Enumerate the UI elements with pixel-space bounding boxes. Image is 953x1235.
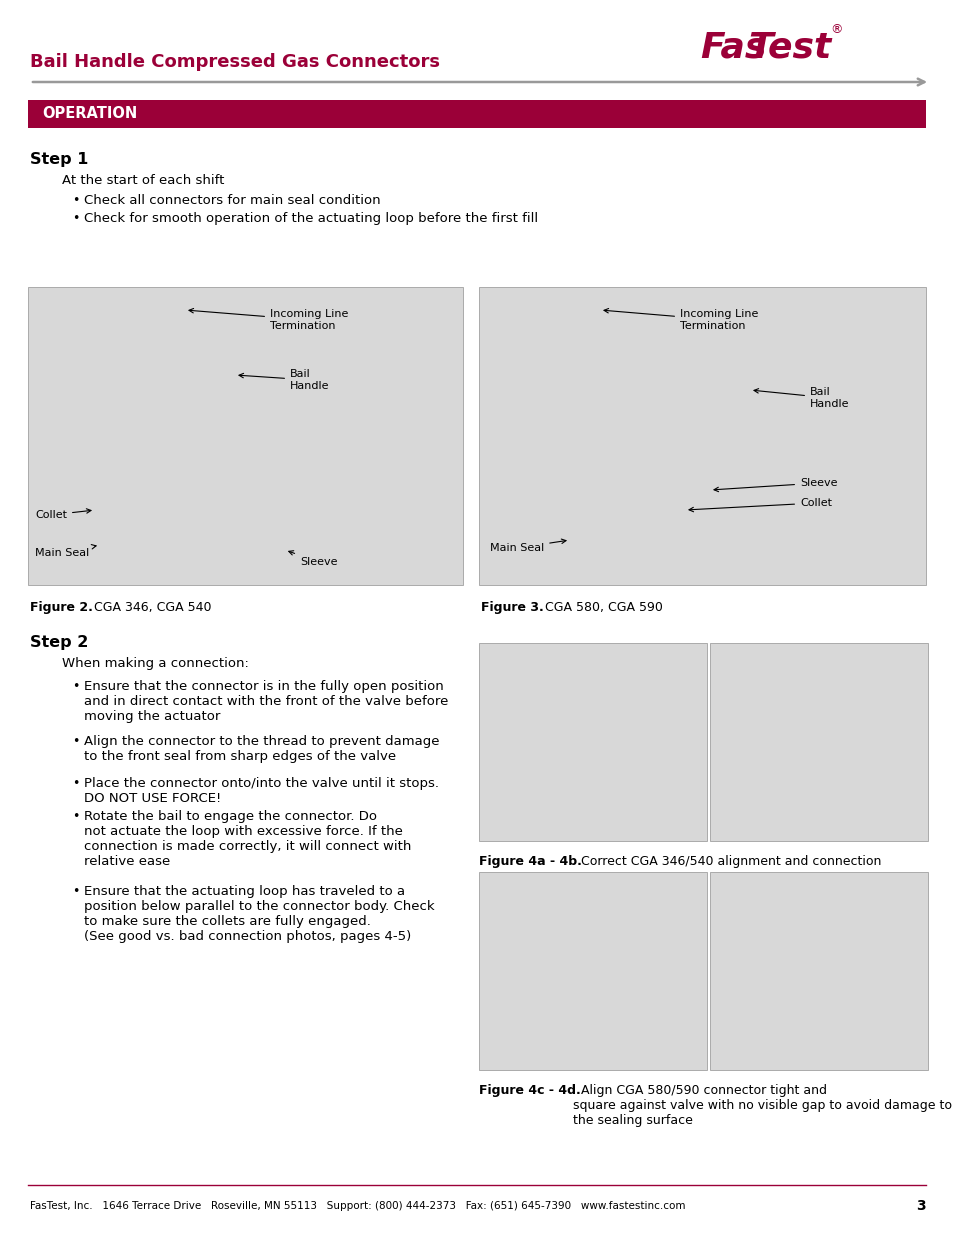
Text: •: • <box>71 680 79 693</box>
Text: •: • <box>71 735 79 748</box>
Text: •: • <box>71 212 79 225</box>
Text: Figure 2.: Figure 2. <box>30 601 92 614</box>
Text: Sleeve: Sleeve <box>289 551 337 567</box>
Text: Figure 3.: Figure 3. <box>480 601 543 614</box>
Text: •: • <box>71 194 79 207</box>
Text: 3: 3 <box>916 1199 925 1213</box>
Text: Step 1: Step 1 <box>30 152 89 167</box>
Text: Main Seal: Main Seal <box>490 538 565 553</box>
Text: OPERATION: OPERATION <box>42 106 137 121</box>
Text: Check all connectors for main seal condition: Check all connectors for main seal condi… <box>84 194 380 207</box>
Text: Sleeve: Sleeve <box>713 478 837 492</box>
Text: Figure 4c - 4d.: Figure 4c - 4d. <box>478 1084 580 1097</box>
Text: Place the connector onto/into the valve until it stops.
DO NOT USE FORCE!: Place the connector onto/into the valve … <box>84 777 438 805</box>
Text: Bail
Handle: Bail Handle <box>753 388 848 409</box>
Text: When making a connection:: When making a connection: <box>62 657 249 671</box>
Text: Align the connector to the thread to prevent damage
to the front seal from sharp: Align the connector to the thread to pre… <box>84 735 439 763</box>
Text: Main Seal: Main Seal <box>35 545 96 558</box>
Text: Step 2: Step 2 <box>30 635 89 650</box>
Text: Incoming Line
Termination: Incoming Line Termination <box>603 309 758 331</box>
Bar <box>28 100 925 128</box>
Text: Test: Test <box>747 31 830 65</box>
Text: Figure 4a - 4b.: Figure 4a - 4b. <box>478 855 581 868</box>
Text: ®: ® <box>829 23 841 37</box>
Text: At the start of each shift: At the start of each shift <box>62 174 224 186</box>
Bar <box>709 872 927 1070</box>
Text: Check for smooth operation of the actuating loop before the first fill: Check for smooth operation of the actuat… <box>84 212 537 225</box>
Bar <box>478 287 925 585</box>
Text: Ensure that the actuating loop has traveled to a
position below parallel to the : Ensure that the actuating loop has trave… <box>84 885 435 944</box>
Text: •: • <box>71 777 79 790</box>
Text: FasTest, Inc.   1646 Terrace Drive   Roseville, MN 55113   Support: (800) 444-23: FasTest, Inc. 1646 Terrace Drive Rosevil… <box>30 1200 685 1212</box>
Text: CGA 580, CGA 590: CGA 580, CGA 590 <box>537 601 662 614</box>
Bar <box>28 287 462 585</box>
Text: •: • <box>71 885 79 898</box>
Text: •: • <box>71 810 79 823</box>
Text: Incoming Line
Termination: Incoming Line Termination <box>189 309 348 331</box>
Text: Bail Handle Compressed Gas Connectors: Bail Handle Compressed Gas Connectors <box>30 53 439 70</box>
Text: CGA 346, CGA 540: CGA 346, CGA 540 <box>86 601 212 614</box>
Text: Align CGA 580/590 connector tight and
square against valve with no visible gap t: Align CGA 580/590 connector tight and sq… <box>573 1084 951 1128</box>
Text: Ensure that the connector is in the fully open position
and in direct contact wi: Ensure that the connector is in the full… <box>84 680 448 722</box>
Text: Fas: Fas <box>700 31 765 65</box>
Bar <box>478 643 706 841</box>
Text: Rotate the bail to engage the connector. Do
not actuate the loop with excessive : Rotate the bail to engage the connector.… <box>84 810 411 868</box>
Text: Bail
Handle: Bail Handle <box>239 369 329 390</box>
Bar <box>478 872 706 1070</box>
Text: Collet: Collet <box>688 498 831 511</box>
Text: Collet: Collet <box>35 509 91 520</box>
Bar <box>709 643 927 841</box>
Text: Correct CGA 346/540 alignment and connection: Correct CGA 346/540 alignment and connec… <box>573 855 881 868</box>
